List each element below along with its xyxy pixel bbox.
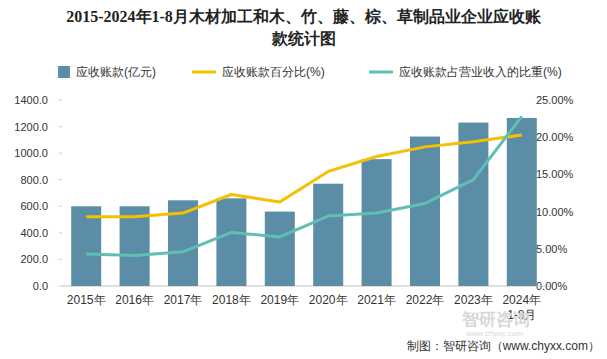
legend-label: 应收账款百分比(%): [222, 65, 325, 79]
y-tick: [59, 286, 62, 287]
bar: [458, 123, 488, 286]
x-tick-label: 2021年: [357, 293, 396, 307]
y2-tick-label: 25.00%: [536, 94, 574, 106]
watermark: www.chyxx.com: [465, 329, 523, 338]
legend-swatch: [58, 66, 70, 78]
y-tick-label: 400.0: [20, 227, 48, 239]
x-tick-label-line: 2017年: [164, 293, 203, 307]
y-tick-label: 1400.0: [14, 94, 48, 106]
y-tick-label: 0.0: [33, 280, 48, 292]
watermark: 智研咨询: [461, 310, 530, 329]
y-tick: [59, 179, 62, 180]
y-tick-label: 600.0: [20, 200, 48, 212]
y-tick: [59, 232, 62, 233]
y-tick: [59, 206, 62, 207]
bar: [507, 118, 537, 286]
legend-label: 应收账款(亿元): [76, 65, 156, 79]
y-tick: [59, 126, 62, 127]
line: [86, 116, 522, 255]
x-tick-label-line: 2019年: [260, 293, 299, 307]
source: 制图：智研咨询（www.chyxx.com）: [407, 339, 600, 353]
y2-tick-label: 20.00%: [536, 131, 574, 143]
x-tick-label: 2020年: [309, 293, 348, 307]
chart-svg: 0.0 200.0 400.0 600.0 800.0 1000.0 1200.0 1400.…: [0, 0, 607, 359]
x-tick-label: 2016年: [115, 293, 154, 307]
x-tick-label-line: 2022年: [406, 293, 445, 307]
x-tick-label-line: 2015年: [67, 293, 106, 307]
y-tick-label: 800.0: [20, 174, 48, 186]
y2-tick-label: 5.00%: [536, 243, 567, 255]
x-tick-label: 2015年: [67, 293, 106, 307]
x-tick-label: 2017年: [164, 293, 203, 307]
y2-tick-label: 15.00%: [536, 168, 574, 180]
x-tick-label-line: 2018年: [212, 293, 251, 307]
legend-swatch: [369, 71, 393, 74]
plot-area: [71, 116, 537, 286]
x-tick-label: 2018年: [212, 293, 251, 307]
x-tick-label: 2023年: [454, 293, 493, 307]
legend-swatch: [192, 71, 216, 74]
x-tick-label: 2019年: [260, 293, 299, 307]
chart-root: 2015-2024年1-8月木材加工和木、竹、藤、棕、草制品业企业应收账款统计图…: [0, 0, 607, 359]
bar: [216, 198, 246, 286]
y2-tick-label: 10.00%: [536, 206, 574, 218]
y-tick: [59, 153, 62, 154]
bar: [362, 159, 392, 286]
legend-label: 应收账款占营业收入的比重(%): [399, 65, 562, 79]
bar: [410, 137, 440, 286]
x-tick-label-line: 2021年: [357, 293, 396, 307]
title: 2015-2024年1-8月木材加工和木、竹、藤、棕、草制品业企业应收账款统计图: [60, 6, 547, 50]
bar: [265, 212, 295, 286]
line: [86, 135, 522, 217]
x-tick-label-line: 2016年: [115, 293, 154, 307]
x-tick-label-line: 2020年: [309, 293, 348, 307]
x-tick-label-line: 2024年: [502, 293, 541, 307]
bar: [313, 184, 343, 286]
x-tick-label-line: 2023年: [454, 293, 493, 307]
y-tick-label: 1000.0: [14, 147, 48, 159]
x-tick-label: 2022年: [406, 293, 445, 307]
y-tick: [59, 259, 62, 260]
y-tick-label: 1200.0: [14, 121, 48, 133]
y-tick: [59, 100, 62, 101]
y-tick-label: 200.0: [20, 253, 48, 265]
